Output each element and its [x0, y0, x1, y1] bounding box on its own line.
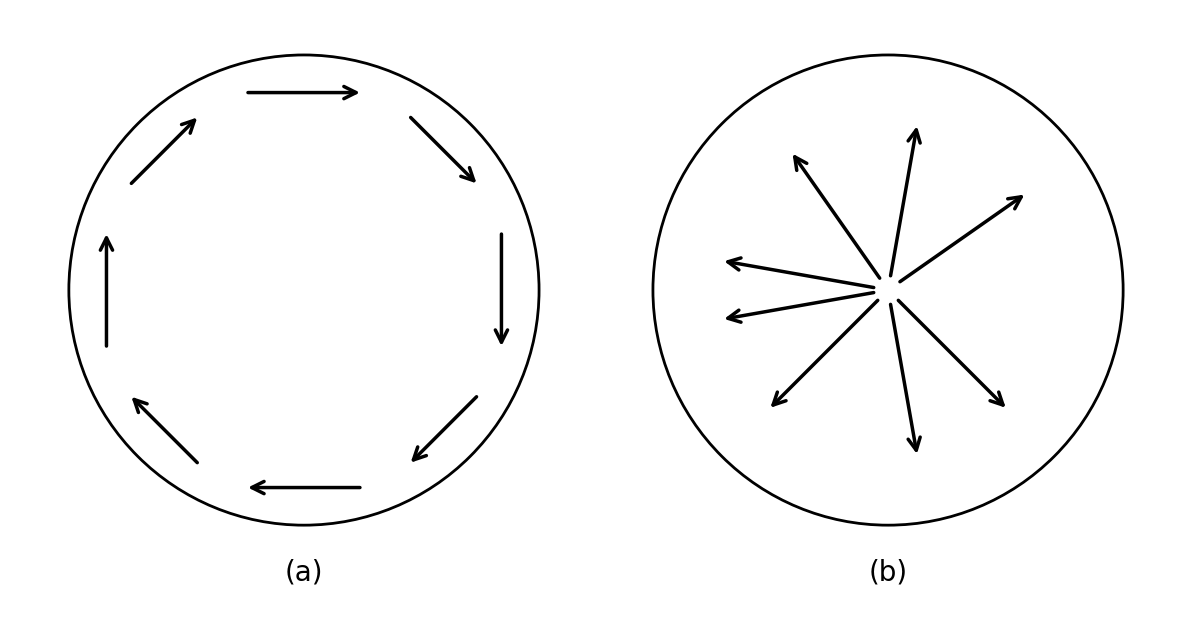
Text: (a): (a): [285, 558, 323, 586]
Text: (b): (b): [869, 558, 907, 586]
